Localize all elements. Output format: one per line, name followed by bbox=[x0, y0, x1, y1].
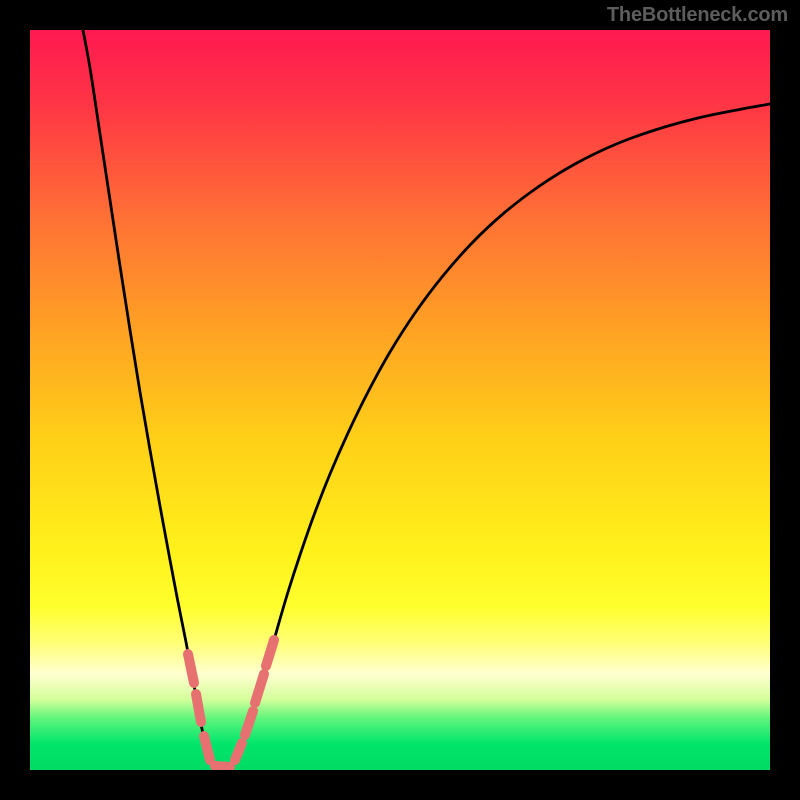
data-marker bbox=[204, 736, 210, 760]
data-marker bbox=[196, 694, 201, 722]
plot-svg bbox=[30, 30, 770, 770]
data-marker bbox=[235, 743, 242, 760]
watermark-text: TheBottleneck.com bbox=[607, 4, 788, 27]
chart-container: TheBottleneck.com bbox=[0, 0, 800, 800]
data-marker bbox=[215, 766, 230, 767]
plot-area bbox=[30, 30, 770, 770]
data-marker bbox=[188, 654, 194, 683]
